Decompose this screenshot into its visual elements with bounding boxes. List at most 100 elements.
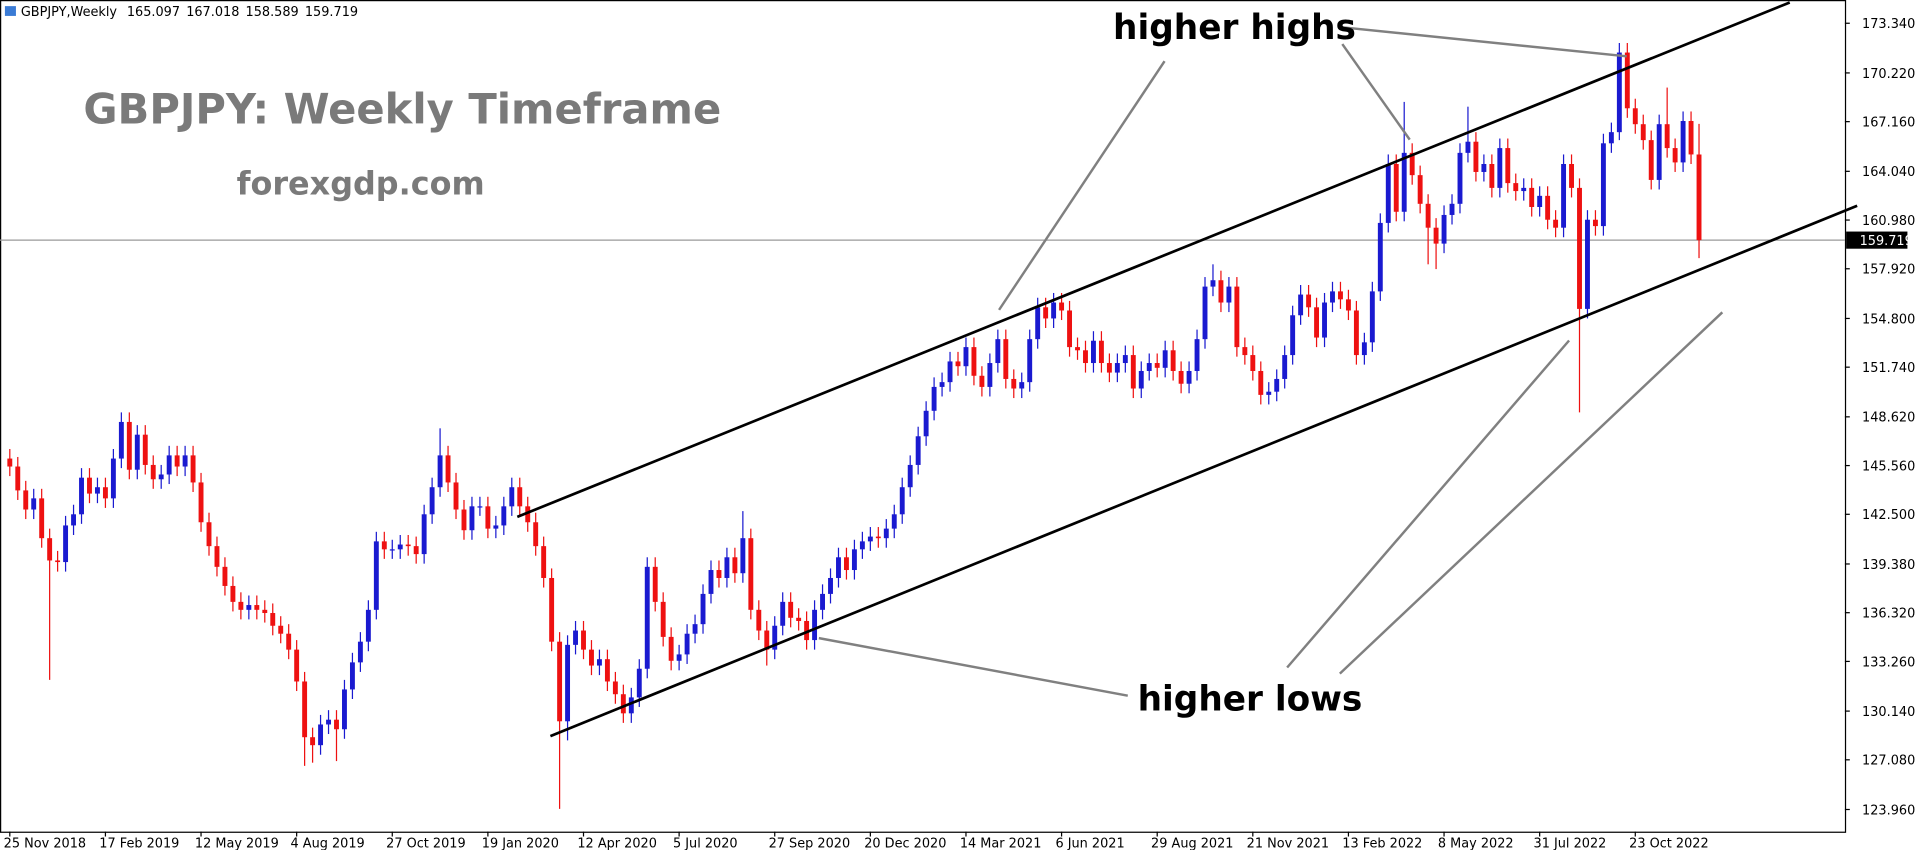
candle-body <box>1091 340 1096 364</box>
candle-body <box>365 609 371 642</box>
candle-body <box>1521 187 1527 192</box>
candle-body <box>1465 141 1471 153</box>
candle-body <box>142 434 148 465</box>
y-tick-label: 157.920 <box>1862 263 1915 278</box>
candle-body <box>421 514 427 555</box>
annotation-pointers <box>818 25 1724 697</box>
candle-body <box>1656 124 1662 180</box>
axis: 173.340 170.220 167.160 164.040 160.980 157.9… <box>4 17 1916 850</box>
candle-body <box>1170 350 1176 371</box>
candle-body <box>1314 307 1320 338</box>
candle-body <box>1114 363 1120 373</box>
candle-body <box>867 536 873 542</box>
candle-body <box>875 536 881 539</box>
y-tick-label: 142.500 <box>1862 508 1915 523</box>
y-tick-label: 123.960 <box>1862 803 1915 818</box>
trend-channel <box>516 1 1858 738</box>
candle-body <box>1194 339 1200 371</box>
candle-body <box>71 514 77 526</box>
candle-body <box>1306 294 1312 308</box>
candle-body <box>780 601 786 626</box>
candle-body <box>1274 378 1280 392</box>
pointer <box>1339 311 1724 675</box>
y-tick-label: 145.560 <box>1862 459 1915 474</box>
current-price-tag <box>1846 231 1908 249</box>
candle-body <box>1345 299 1351 311</box>
candle-body <box>230 585 236 602</box>
candle-body <box>684 633 690 655</box>
y-tick-label: 173.340 <box>1862 17 1915 32</box>
candle-body <box>995 339 1001 364</box>
candle-body <box>302 681 308 738</box>
candle-body <box>389 549 395 551</box>
price-line-group: 159.719 <box>0 231 1913 249</box>
candle-body <box>278 625 284 634</box>
header-high: 167.018 <box>186 5 239 20</box>
candle-body <box>1019 382 1025 389</box>
candle-body <box>1162 350 1168 368</box>
candle-body <box>150 464 156 480</box>
candle-body <box>1600 143 1606 227</box>
candle-body <box>47 538 53 561</box>
candle-body <box>1051 302 1057 319</box>
x-tick-label: 8 May 2022 <box>1438 837 1514 850</box>
candle-body <box>1282 355 1288 379</box>
candle-body <box>405 544 411 547</box>
annotation: higher lows <box>1138 679 1363 719</box>
candle-body <box>206 522 212 547</box>
candle-body <box>931 386 937 411</box>
candle-body <box>1529 187 1535 207</box>
candle-body <box>1449 203 1455 215</box>
candle-body <box>517 487 523 507</box>
candle-body <box>772 625 778 650</box>
x-tick-label: 27 Oct 2019 <box>386 837 466 850</box>
candle-body <box>254 605 260 610</box>
candle-body <box>1027 339 1033 383</box>
candle-body <box>652 566 658 602</box>
candle-body <box>501 506 507 526</box>
candle-body <box>1680 121 1686 163</box>
candle-body <box>453 482 459 510</box>
candle-body <box>373 541 379 610</box>
candle-body <box>1353 310 1359 356</box>
candle-body <box>1672 148 1678 163</box>
candle-body <box>820 593 825 610</box>
candle-body <box>1218 280 1224 303</box>
candle-body <box>596 659 602 666</box>
candle-body <box>628 697 634 714</box>
candle-body <box>1545 195 1551 220</box>
candle-body <box>620 694 626 714</box>
candle-body <box>899 487 905 515</box>
candle-body <box>1330 291 1335 303</box>
candle-body <box>963 347 969 367</box>
candle-body <box>573 630 578 645</box>
candle-body <box>891 514 897 529</box>
candle-body <box>334 719 339 730</box>
candle-body <box>397 544 403 550</box>
candle-body <box>1409 152 1415 176</box>
y-tick-label: 160.980 <box>1862 214 1915 229</box>
candle-body <box>1553 219 1559 228</box>
candle-body <box>1106 363 1112 373</box>
candle-body <box>525 506 531 523</box>
candle-body <box>95 487 100 494</box>
candle-body <box>190 455 196 483</box>
candle-body <box>979 375 985 387</box>
candle-body <box>55 560 61 563</box>
candle-body <box>349 662 355 690</box>
candle-body <box>756 609 762 631</box>
candle-body <box>1250 355 1256 371</box>
candle-body <box>660 601 666 637</box>
candle-body <box>1258 370 1264 395</box>
candle-body <box>1067 310 1073 348</box>
candle-body <box>636 668 642 698</box>
symbol-icon <box>4 6 16 16</box>
candle-body <box>445 455 451 483</box>
candle-body <box>541 546 547 578</box>
candle-body <box>788 601 794 618</box>
candle-body <box>1577 187 1582 309</box>
candle-body <box>102 487 108 499</box>
y-tick-label: 148.620 <box>1862 411 1915 426</box>
